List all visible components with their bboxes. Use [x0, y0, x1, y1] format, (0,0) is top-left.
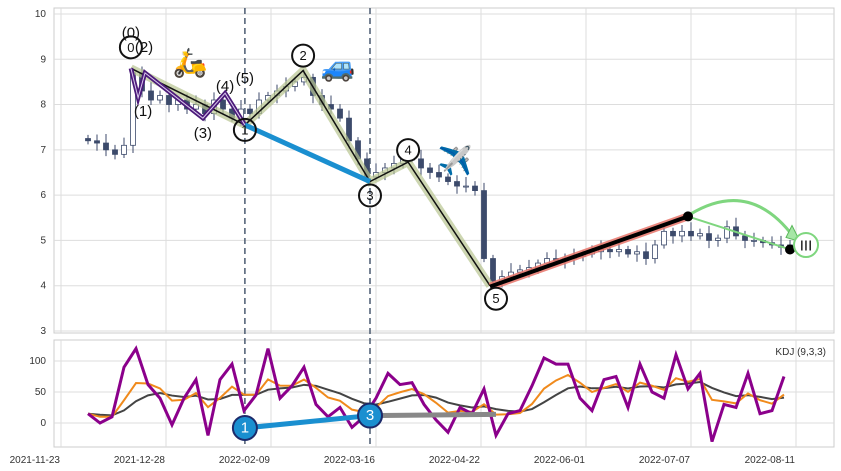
candle-body — [418, 158, 424, 169]
green-segment — [687, 215, 791, 251]
kdj-y-tick: 0 — [40, 418, 46, 429]
x-tick-label: 2022-06-01 — [534, 455, 586, 466]
x-tick-label: 2022-08-11 — [745, 455, 796, 466]
wave-label-circle — [291, 43, 316, 68]
price-y-tick: 6 — [40, 190, 46, 201]
sub-wave-inner — [130, 68, 246, 126]
candle-body — [85, 138, 91, 142]
wave-end-dot — [785, 244, 795, 255]
candle-body — [490, 258, 496, 282]
main-wave-label: 3 — [366, 188, 373, 203]
x-tick-label: 2021-11-23 — [10, 455, 61, 466]
sub-wave-label: (0) — [122, 24, 140, 41]
main-wave-label: 1 — [241, 122, 248, 137]
candle-body — [688, 230, 694, 237]
kdj-j-line — [87, 345, 786, 443]
main-wave-label: 4 — [404, 143, 411, 158]
wave-label-circle — [484, 286, 508, 311]
sub-wave-label: (3) — [194, 125, 212, 142]
x-tick-label: 2022-03-16 — [324, 455, 376, 466]
candle-body — [94, 140, 100, 144]
x-tick-label: 2022-07-07 — [639, 455, 691, 466]
sub-wave-label: (2) — [135, 39, 153, 56]
wave-iii-circle — [793, 232, 819, 258]
candle-body — [616, 249, 622, 253]
kdj-wave-circle — [231, 414, 258, 441]
candle-body — [634, 251, 640, 255]
candle-body — [166, 95, 172, 105]
candle-body — [706, 233, 712, 241]
red-segment-line — [489, 214, 689, 289]
price-y-tick: 8 — [40, 100, 46, 111]
sub-wave-label: (1) — [134, 103, 152, 120]
green-curved-arrow — [689, 199, 796, 239]
candle-body — [697, 233, 703, 237]
candle-body — [607, 249, 613, 253]
candle-body — [661, 230, 667, 246]
candle-body — [742, 235, 748, 241]
candle-body — [247, 108, 253, 115]
candle-body — [670, 230, 676, 237]
price-y-tick: 5 — [40, 235, 46, 246]
candle-body — [445, 176, 451, 182]
price-y-tick: 4 — [40, 281, 46, 292]
kdj-wave-label: 1 — [241, 419, 249, 436]
candle-body — [436, 172, 442, 178]
wave-label-circle — [232, 117, 257, 142]
candle-body — [679, 230, 685, 237]
candle-body — [337, 108, 343, 119]
main-wave-label: 0 — [127, 40, 134, 55]
kdj-wave-label: 3 — [366, 407, 374, 424]
candle-body — [472, 185, 478, 192]
sub-wave-label: (5) — [236, 70, 254, 87]
candle-body — [751, 240, 757, 242]
candle-body — [157, 95, 163, 101]
kdj-legend: KDJ (9,3,3) — [775, 347, 826, 358]
main-wave-label: 5 — [492, 291, 499, 306]
candle-body — [643, 251, 649, 259]
main-wave-line — [130, 67, 491, 287]
sub-wave-label: (4) — [216, 78, 234, 95]
airplane-icon: ✈️ — [438, 143, 473, 177]
scooter-icon: 🛵 — [173, 47, 208, 79]
x-tick-label: 2022-04-22 — [429, 455, 481, 466]
candle-body — [481, 190, 487, 259]
price-y-tick: 9 — [40, 54, 46, 65]
kdj-y-tick: 50 — [35, 387, 47, 398]
price-panel — [53, 7, 835, 334]
candle-body — [427, 167, 433, 173]
wave-label-circle — [118, 35, 143, 60]
candle-body — [724, 226, 730, 239]
wave-end-dot — [683, 211, 693, 222]
price-y-tick: 7 — [40, 145, 46, 156]
x-tick-label: 2021-12-28 — [114, 455, 166, 466]
price-y-tick: 3 — [40, 326, 46, 337]
candle-body — [463, 185, 469, 188]
candle-body — [148, 90, 154, 101]
wave-label-circle — [396, 138, 421, 163]
main-wave-label: 2 — [299, 48, 306, 63]
wave-label-circle — [358, 183, 382, 208]
kdj-blue-segment — [244, 413, 371, 431]
x-tick-label: 2022-02-09 — [219, 455, 271, 466]
kdj-wave-circle — [357, 402, 383, 429]
candle-body — [454, 181, 460, 187]
blue-segment — [243, 122, 372, 184]
car-icon: 🚙 — [321, 51, 356, 83]
candle-body — [121, 144, 127, 155]
candle-body — [103, 142, 109, 151]
candle-body — [652, 244, 658, 259]
candle-body — [112, 149, 118, 155]
price-y-tick: 10 — [35, 9, 47, 20]
candle-body — [715, 237, 721, 241]
candle-body — [220, 99, 226, 110]
kdj-gray-segment — [369, 411, 497, 419]
wave-iii-label: III — [800, 238, 813, 255]
candle-body — [625, 249, 631, 255]
kdj-y-tick: 100 — [29, 356, 46, 367]
